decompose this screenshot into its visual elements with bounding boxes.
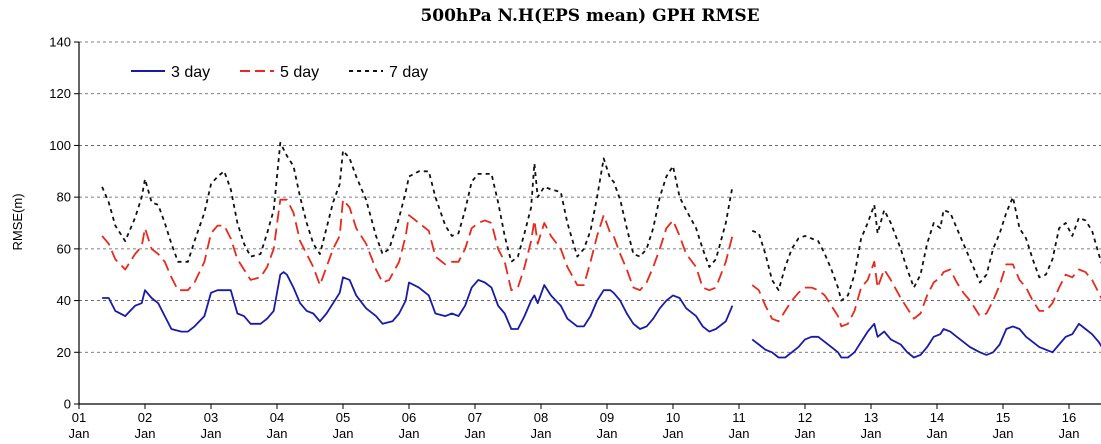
x-tick-label-day-11: 11	[732, 410, 746, 425]
series-line-7-day-segment-1	[101, 141, 734, 268]
axes: 02040608010012014001Jan02Jan03Jan04Jan05…	[49, 35, 1101, 441]
x-tick-label-month-16: Jan	[1059, 426, 1080, 441]
x-tick-label-month-14: Jan	[927, 426, 948, 441]
y-tick-label-60: 60	[57, 241, 71, 256]
x-tick-label-month-03: Jan	[201, 426, 222, 441]
x-tick-label-month-12: Jan	[795, 426, 816, 441]
x-tick-label-month-02: Jan	[135, 426, 156, 441]
legend-label-3-day: 3 day	[171, 64, 210, 81]
x-tick-label-day-10: 10	[666, 410, 680, 425]
series-line-7-day-segment-2	[751, 196, 1101, 302]
y-tick-label-0: 0	[64, 397, 71, 412]
x-tick-label-month-13: Jan	[861, 426, 882, 441]
y-tick-label-120: 120	[49, 86, 71, 101]
series-line-3-day-segment-1	[102, 271, 734, 333]
x-tick-label-day-12: 12	[798, 410, 812, 425]
x-tick-label-day-07: 07	[468, 410, 482, 425]
x-tick-label-month-04: Jan	[267, 426, 288, 441]
y-tick-label-80: 80	[57, 190, 71, 205]
x-tick-label-day-14: 14	[930, 410, 944, 425]
x-tick-label-day-09: 09	[600, 410, 614, 425]
x-tick-label-day-02: 02	[138, 410, 152, 425]
y-tick-label-140: 140	[49, 35, 71, 50]
series-line-3-day-segment-2	[751, 322, 1101, 359]
series-group	[101, 141, 1101, 359]
y-tick-label-100: 100	[49, 138, 71, 153]
x-tick-label-day-16: 16	[1062, 410, 1076, 425]
x-tick-label-day-05: 05	[336, 410, 350, 425]
chart-title: 500hPa N.H(EPS mean) GPH RMSE	[420, 6, 760, 26]
x-tick-label-month-05: Jan	[333, 426, 354, 441]
series-line-5-day-segment-1	[101, 198, 734, 292]
legend: 3 day 5 day 7 day	[131, 64, 428, 81]
x-tick-label-month-07: Jan	[465, 426, 486, 441]
x-tick-label-month-06: Jan	[399, 426, 420, 441]
y-tick-label-20: 20	[57, 345, 71, 360]
series-line-5-day-segment-2	[751, 260, 1101, 328]
x-tick-label-month-09: Jan	[597, 426, 618, 441]
gridlines	[79, 41, 1101, 353]
legend-label-5-day: 5 day	[280, 64, 319, 81]
x-tick-label-month-15: Jan	[993, 426, 1014, 441]
y-axis-label: RMSE(m)	[10, 193, 25, 250]
y-tick-label-40: 40	[57, 293, 71, 308]
x-tick-label-month-01: Jan	[69, 426, 90, 441]
x-tick-label-day-01: 01	[72, 410, 86, 425]
x-tick-label-day-08: 08	[534, 410, 548, 425]
x-tick-label-month-11: Jan	[729, 426, 750, 441]
x-tick-label-day-13: 13	[864, 410, 878, 425]
x-tick-label-day-06: 06	[402, 410, 416, 425]
x-tick-label-day-15: 15	[996, 410, 1010, 425]
x-tick-label-day-04: 04	[270, 410, 284, 425]
x-tick-label-month-10: Jan	[663, 426, 684, 441]
x-tick-label-day-03: 03	[204, 410, 218, 425]
x-tick-label-month-08: Jan	[531, 426, 552, 441]
legend-label-7-day: 7 day	[389, 64, 428, 81]
